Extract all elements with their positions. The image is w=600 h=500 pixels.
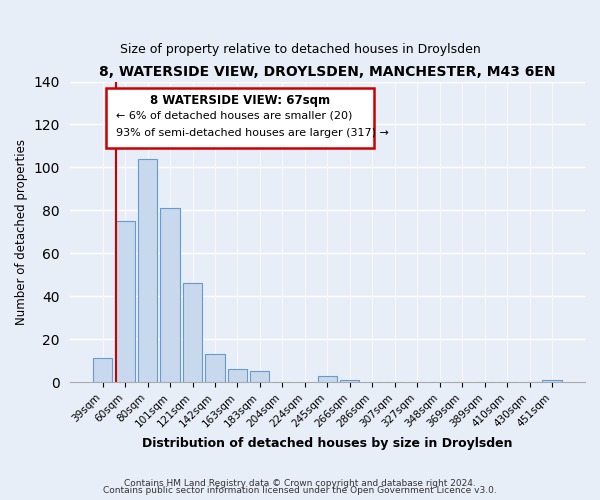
Text: Contains public sector information licensed under the Open Government Licence v3: Contains public sector information licen… — [103, 486, 497, 495]
Bar — [318, 376, 337, 382]
Title: 8, WATERSIDE VIEW, DROYLSDEN, MANCHESTER, M43 6EN: 8, WATERSIDE VIEW, DROYLSDEN, MANCHESTER… — [99, 65, 556, 79]
Bar — [160, 208, 179, 382]
Bar — [250, 372, 269, 382]
Bar — [228, 369, 247, 382]
Bar — [93, 358, 112, 382]
Text: Size of property relative to detached houses in Droylsden: Size of property relative to detached ho… — [119, 42, 481, 56]
Text: 93% of semi-detached houses are larger (317) →: 93% of semi-detached houses are larger (… — [116, 128, 389, 138]
X-axis label: Distribution of detached houses by size in Droylsden: Distribution of detached houses by size … — [142, 437, 512, 450]
Y-axis label: Number of detached properties: Number of detached properties — [15, 139, 28, 325]
FancyBboxPatch shape — [106, 88, 374, 148]
Bar — [183, 284, 202, 382]
Bar — [542, 380, 562, 382]
Text: ← 6% of detached houses are smaller (20): ← 6% of detached houses are smaller (20) — [116, 110, 352, 120]
Bar — [340, 380, 359, 382]
Text: 8 WATERSIDE VIEW: 67sqm: 8 WATERSIDE VIEW: 67sqm — [149, 94, 330, 106]
Bar — [138, 159, 157, 382]
Bar — [116, 221, 134, 382]
Text: Contains HM Land Registry data © Crown copyright and database right 2024.: Contains HM Land Registry data © Crown c… — [124, 478, 476, 488]
Bar — [205, 354, 224, 382]
